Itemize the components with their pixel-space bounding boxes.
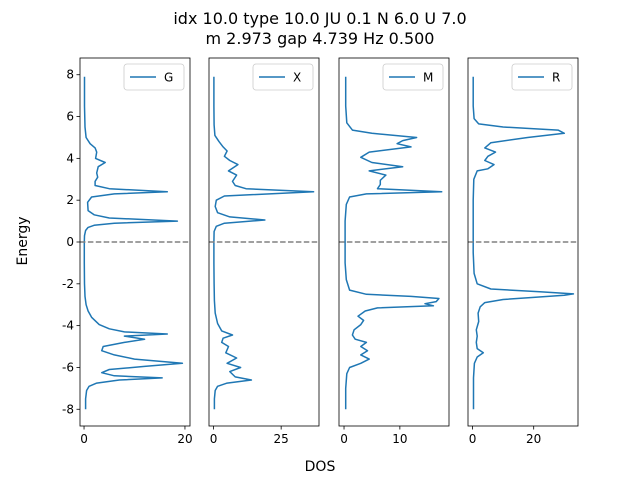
- y-tick-label: 2: [66, 193, 74, 207]
- x-tick-label: 10: [392, 432, 407, 446]
- legend-label: X: [293, 71, 301, 85]
- x-tick-label: 20: [526, 432, 541, 446]
- y-tick-label: 4: [66, 151, 74, 165]
- panel-X: 0 25 X: [208, 57, 320, 446]
- panel-M: 0 10 M: [338, 57, 450, 446]
- y-tick-label: 6: [66, 110, 74, 124]
- figure-title-line2: m 2.973 gap 4.739 Hz 0.500: [206, 29, 435, 48]
- legend-label: R: [552, 71, 560, 85]
- y-tick-label: -2: [62, 277, 74, 291]
- x-tick-label: 0: [80, 432, 88, 446]
- x-tick-label: 0: [469, 432, 477, 446]
- dos-line-X: [213, 76, 315, 410]
- legend-label: M: [423, 71, 433, 85]
- legend-label: G: [164, 71, 173, 85]
- x-tick-label: 0: [340, 432, 348, 446]
- y-tick-label: 0: [66, 235, 74, 249]
- y-tick-label: -6: [62, 360, 74, 374]
- dos-line-M: [344, 76, 443, 410]
- x-tick-label: 20: [177, 432, 192, 446]
- panel-G: 0 20 -8 -6 -4 -2 0 2 4 6 8 G: [62, 57, 193, 446]
- y-tick-label: 8: [66, 68, 74, 82]
- x-axis-label: DOS: [305, 459, 336, 475]
- y-axis-label: Energy: [15, 216, 31, 265]
- y-tick-label: -4: [62, 319, 74, 333]
- x-tick-label: 25: [274, 432, 289, 446]
- figure-title-line1: idx 10.0 type 10.0 JU 0.1 N 6.0 U 7.0: [173, 9, 466, 28]
- y-tick-label: -8: [62, 402, 74, 416]
- axes-frame: [338, 57, 450, 427]
- axes-frame: [208, 57, 320, 427]
- dos-line-G: [83, 76, 184, 410]
- x-tick-label: 0: [210, 432, 218, 446]
- dos-line-R: [472, 76, 575, 410]
- panel-R: 0 20 R: [467, 57, 579, 446]
- axes-frame: [467, 57, 579, 427]
- dos-panels: 0 20 -8 -6 -4 -2 0 2 4 6 8 G 0 25 X 0 10 M 0 20 R: [62, 57, 579, 446]
